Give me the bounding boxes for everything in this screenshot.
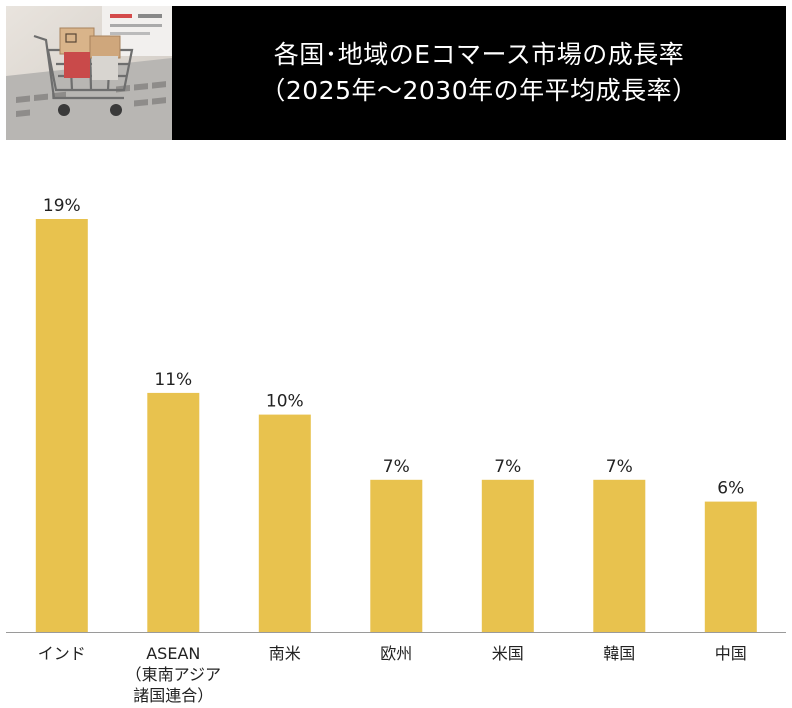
value-label: 7% xyxy=(494,457,521,477)
category-label: ASEAN xyxy=(146,644,200,663)
bar xyxy=(147,392,200,632)
bar xyxy=(35,219,88,632)
bar xyxy=(370,479,423,632)
chart-title: 各国･地域のEコマース市場の成長率 （2025年～2030年の年平均成長率） xyxy=(172,6,786,140)
title-line-1: 各国･地域のEコマース市場の成長率 xyxy=(273,40,685,69)
value-label: 11% xyxy=(154,370,192,390)
title-line-2: （2025年～2030年の年平均成長率） xyxy=(260,76,698,105)
bar xyxy=(704,501,757,632)
category-label: 諸国連合） xyxy=(133,686,213,705)
category-label: インド xyxy=(38,644,86,663)
bar xyxy=(593,479,646,632)
category-label: （東南アジア xyxy=(126,665,221,684)
category-label: 中国 xyxy=(715,644,747,663)
category-label: 欧州 xyxy=(380,644,412,663)
category-label: 南米 xyxy=(269,644,301,663)
bar xyxy=(258,414,311,632)
value-label: 10% xyxy=(266,392,304,412)
value-label: 6% xyxy=(717,479,744,499)
category-label: 米国 xyxy=(492,644,524,663)
bar xyxy=(481,479,534,632)
value-label: 7% xyxy=(383,457,410,477)
shopping-cart-photo xyxy=(6,6,172,140)
category-label: 韓国 xyxy=(603,644,635,663)
value-label: 19% xyxy=(43,196,81,216)
chart-header: 各国･地域のEコマース市場の成長率 （2025年～2030年の年平均成長率） xyxy=(6,6,786,140)
value-label: 7% xyxy=(606,457,633,477)
